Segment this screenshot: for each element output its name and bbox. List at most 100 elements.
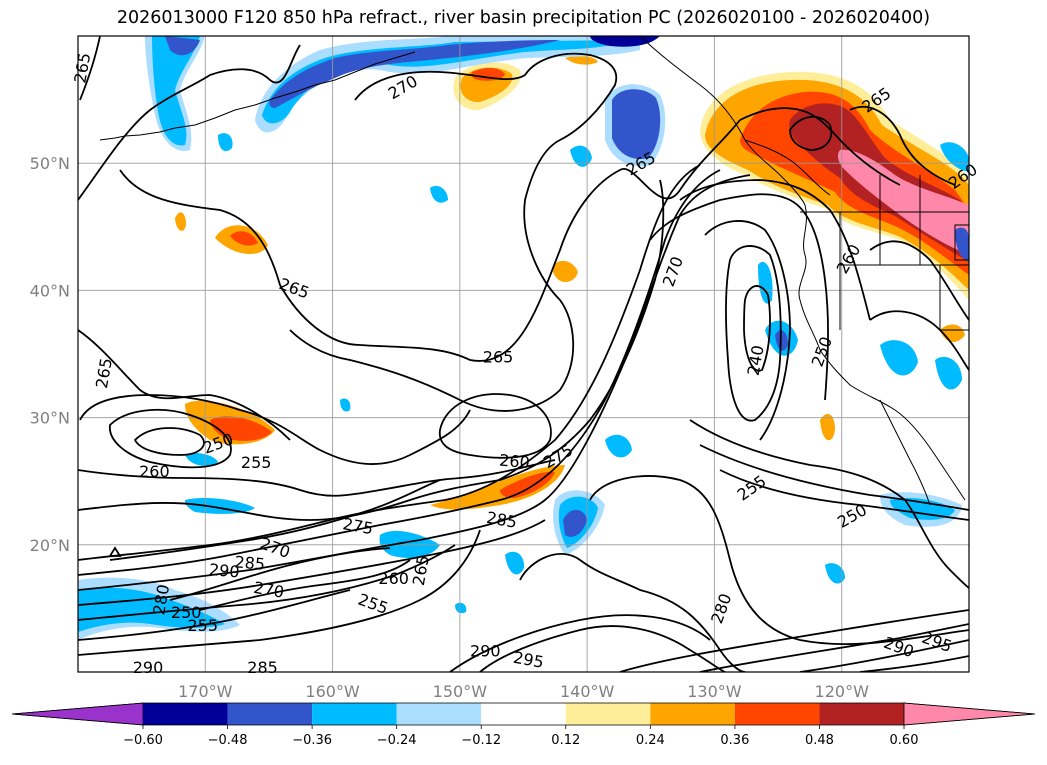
contour-label-group: 285 (247, 658, 278, 677)
contour-label: 275 (341, 514, 374, 538)
fill-positive-nw-pink (837, 149, 969, 255)
fill-positive-spot2 (820, 414, 835, 441)
border-states-5 (939, 265, 969, 331)
lon-tick-label: 150°W (433, 682, 488, 701)
gridlines (78, 36, 969, 672)
map-frame (77, 35, 970, 673)
fill-negative-aleut1c (165, 36, 200, 56)
coastline-bc (798, 204, 807, 301)
contour-line (78, 544, 456, 621)
contour-line (743, 285, 771, 372)
fill-negative-cal1 (758, 261, 773, 304)
colorbar-segment (819, 703, 904, 725)
fill-positive-tropic (430, 465, 565, 510)
fill-negative-wtrop4 (185, 452, 218, 466)
contour-label-group: 265 (277, 274, 312, 302)
contour-line (78, 519, 546, 606)
contour-line (869, 240, 969, 321)
contour-line (109, 479, 441, 561)
contour-label-group: 290 (208, 560, 240, 582)
lat-tick-label: 20°N (30, 536, 70, 555)
contour-label-group: 295 (512, 648, 545, 672)
contour-line (78, 44, 301, 201)
colorbar-segment (227, 703, 313, 725)
contour-label-group: 265 (70, 51, 94, 84)
contour-label: 290 (208, 560, 240, 582)
contour-label: 290 (133, 658, 164, 677)
contour-label: 260 (378, 569, 409, 588)
lon-axis-labels: 170°W 160°W 150°W 140°W 130°W 120°W (178, 682, 869, 701)
contour-label: 255 (734, 471, 770, 504)
lon-tick-label: 120°W (815, 682, 870, 701)
contour-label: 280 (707, 591, 735, 626)
contour-label: 295 (512, 648, 545, 672)
contour-line (199, 559, 411, 611)
fill-negative-small3 (218, 133, 233, 152)
colorbar-tick-label: 0.36 (720, 733, 749, 748)
contour-line (119, 119, 741, 362)
lat-tick-label: 40°N (30, 281, 70, 300)
colorbar-segment (396, 703, 482, 725)
contour-label-group: 255 (187, 616, 218, 635)
fill-negative-small6 (455, 602, 467, 614)
fill-negative-sw1 (880, 340, 918, 376)
fill-positive-spot3 (175, 212, 186, 231)
contour-label-group: 275 (341, 514, 374, 538)
colorbar-extend-min (11, 702, 144, 726)
colorbar-segment (481, 703, 566, 725)
contour-line (619, 609, 969, 672)
contour-label-group: 285 (485, 508, 518, 532)
contour-line (78, 169, 721, 576)
lat-tick-label: 30°N (30, 409, 70, 428)
coastlines (99, 36, 969, 506)
colorbar-tick-label: −0.12 (461, 733, 501, 748)
contour-label-group: 270 (385, 71, 421, 103)
contour-label: 260 (499, 451, 531, 473)
contour-label: 285 (234, 552, 266, 574)
contour-label-group: 295 (919, 628, 954, 656)
contour-label: 255 (241, 453, 272, 472)
lat-tick-label: 50°N (30, 154, 70, 173)
fill-negative-trop2 (505, 551, 525, 575)
colorbar-tick-label: −0.60 (123, 733, 163, 748)
contour-line (479, 625, 726, 672)
lon-tick-label: 160°W (305, 682, 360, 701)
colorbar-segment (734, 703, 820, 725)
colorbar-segment (565, 703, 651, 725)
fill-positive-spot1 (552, 260, 578, 283)
contour-label: 285 (247, 658, 278, 677)
contour-line (739, 107, 901, 186)
fill-positive-spot4 (565, 55, 598, 65)
contour-label-group: 260 (499, 451, 531, 473)
contour-line (438, 393, 552, 459)
contour-line (689, 419, 969, 589)
refractivity-contours (78, 36, 969, 672)
contour-label-group: 270 (252, 578, 285, 602)
contour-label: 265 (483, 348, 514, 367)
contour-label-group: 255 (734, 471, 770, 504)
coastline-west-coast (799, 299, 966, 501)
contour-line (78, 164, 701, 561)
contour-line (78, 174, 751, 591)
fill-positive-tropic2 (500, 471, 555, 498)
contour-label-group: 255 (241, 453, 272, 472)
border-states-6 (954, 224, 969, 261)
contour-line (789, 116, 833, 151)
colorbar: −0.60 −0.48 −0.36 −0.24 −0.12 0.12 0.24 0.36 0.4… (11, 702, 1036, 748)
fill-negative-small4 (825, 563, 845, 584)
contour-label-group: 255 (356, 590, 391, 618)
contour-line (78, 179, 665, 521)
colorbar-extend-max (903, 702, 1036, 726)
contour-label: 260 (833, 241, 865, 277)
contour-label-group: 290 (470, 641, 501, 660)
contour-line (78, 529, 481, 656)
contour-label: 240 (744, 344, 768, 377)
fill-positive-cp2 (230, 231, 258, 246)
contour-line (449, 614, 711, 672)
contour-label-group: 250 (171, 603, 202, 622)
contour-line (799, 639, 969, 672)
contour-label: 250 (171, 603, 202, 622)
colorbar-tick-label: −0.36 (292, 733, 332, 748)
contour-label-group: 260 (139, 462, 170, 481)
colorbar-tick-label: 0.24 (636, 733, 665, 748)
